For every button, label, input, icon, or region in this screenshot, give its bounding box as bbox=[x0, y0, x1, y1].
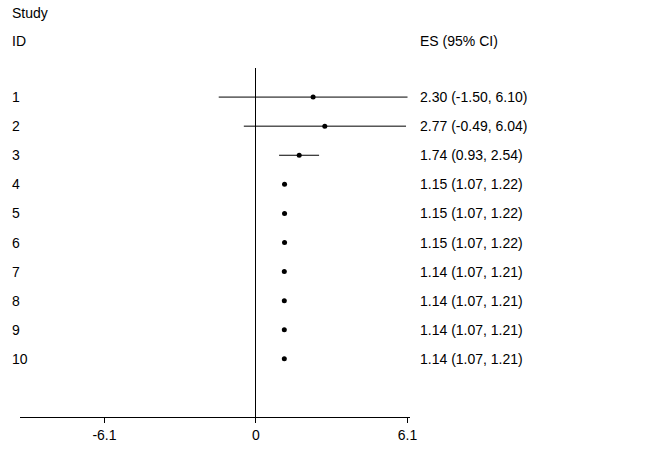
svg-text:3: 3 bbox=[12, 147, 20, 163]
svg-text:0: 0 bbox=[252, 427, 260, 443]
svg-text:9: 9 bbox=[12, 322, 20, 338]
svg-text:1.15 (1.07, 1.22): 1.15 (1.07, 1.22) bbox=[420, 176, 523, 192]
svg-text:10: 10 bbox=[12, 351, 28, 367]
svg-text:2.30 (-1.50, 6.10): 2.30 (-1.50, 6.10) bbox=[420, 89, 527, 105]
svg-text:5: 5 bbox=[12, 205, 20, 221]
svg-text:1: 1 bbox=[12, 89, 20, 105]
svg-text:1.14 (1.07, 1.21): 1.14 (1.07, 1.21) bbox=[420, 293, 523, 309]
svg-text:7: 7 bbox=[12, 264, 20, 280]
svg-text:1.14 (1.07, 1.21): 1.14 (1.07, 1.21) bbox=[420, 322, 523, 338]
svg-text:6.1: 6.1 bbox=[398, 427, 418, 443]
svg-text:1.14 (1.07, 1.21): 1.14 (1.07, 1.21) bbox=[420, 264, 523, 280]
svg-text:1.14 (1.07, 1.21): 1.14 (1.07, 1.21) bbox=[420, 351, 523, 367]
svg-text:ES (95% CI): ES (95% CI) bbox=[420, 33, 498, 49]
svg-text:6: 6 bbox=[12, 235, 20, 251]
svg-text:Study: Study bbox=[12, 5, 48, 21]
svg-text:ID: ID bbox=[12, 33, 26, 49]
svg-text:1.15 (1.07, 1.22): 1.15 (1.07, 1.22) bbox=[420, 205, 523, 221]
svg-text:8: 8 bbox=[12, 293, 20, 309]
svg-text:4: 4 bbox=[12, 176, 20, 192]
svg-text:1.74 (0.93, 2.54): 1.74 (0.93, 2.54) bbox=[420, 147, 523, 163]
svg-text:2: 2 bbox=[12, 118, 20, 134]
svg-text:2.77 (-0.49, 6.04): 2.77 (-0.49, 6.04) bbox=[420, 118, 527, 134]
svg-text:1.15 (1.07, 1.22): 1.15 (1.07, 1.22) bbox=[420, 235, 523, 251]
svg-text:-6.1: -6.1 bbox=[92, 427, 116, 443]
